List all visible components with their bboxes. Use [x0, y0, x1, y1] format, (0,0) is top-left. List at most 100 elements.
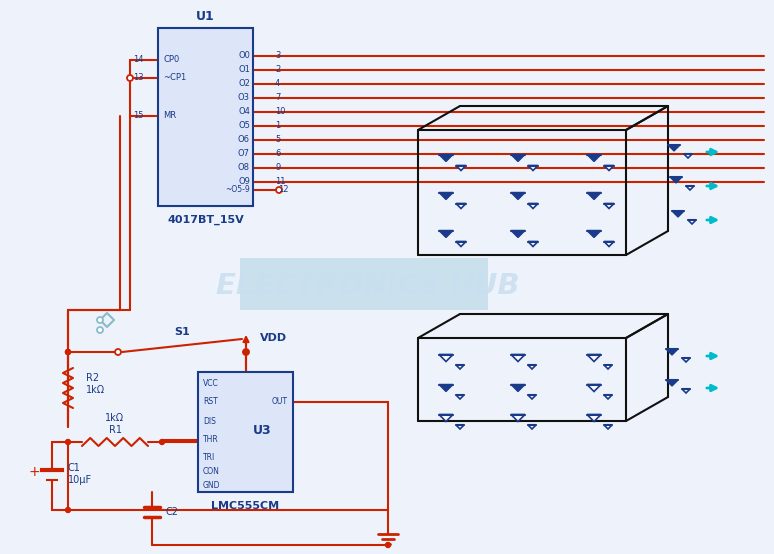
Circle shape [66, 439, 70, 444]
Text: 1kΩ: 1kΩ [86, 385, 105, 395]
Circle shape [276, 187, 282, 193]
Text: TRI: TRI [203, 454, 215, 463]
Text: 2: 2 [275, 65, 280, 74]
Polygon shape [670, 177, 682, 183]
Circle shape [244, 350, 248, 355]
Polygon shape [456, 242, 466, 247]
Text: 5: 5 [275, 136, 280, 145]
Polygon shape [587, 384, 601, 392]
Circle shape [66, 350, 70, 355]
Polygon shape [439, 155, 453, 162]
Polygon shape [456, 203, 466, 208]
Text: 4017BT_15V: 4017BT_15V [167, 215, 244, 225]
Polygon shape [604, 242, 614, 247]
Circle shape [66, 507, 70, 512]
Polygon shape [604, 166, 614, 171]
Polygon shape [511, 414, 525, 422]
Polygon shape [456, 395, 464, 399]
Polygon shape [604, 203, 614, 208]
Bar [198, 372, 293, 492]
Circle shape [97, 327, 103, 333]
Polygon shape [456, 425, 464, 429]
Text: S1: S1 [174, 327, 190, 337]
Polygon shape [456, 365, 464, 369]
Text: RST: RST [203, 398, 217, 407]
Polygon shape [604, 365, 612, 369]
Text: DIS: DIS [203, 418, 216, 427]
Polygon shape [587, 192, 601, 199]
Text: CP0: CP0 [163, 55, 180, 64]
Polygon shape [686, 186, 694, 190]
Text: O7: O7 [238, 150, 250, 158]
Text: O1: O1 [238, 65, 250, 74]
Polygon shape [528, 203, 538, 208]
Text: LMC555CM: LMC555CM [211, 501, 279, 511]
Polygon shape [511, 230, 525, 238]
Polygon shape [528, 395, 536, 399]
Text: 1: 1 [275, 121, 280, 131]
Bar [158, 28, 253, 206]
Polygon shape [666, 349, 678, 355]
Polygon shape [666, 380, 678, 386]
Text: R1: R1 [108, 425, 122, 435]
Text: 11: 11 [275, 177, 286, 187]
Text: O6: O6 [238, 136, 250, 145]
Text: R2: R2 [86, 373, 99, 383]
Text: 12: 12 [278, 186, 288, 194]
Polygon shape [682, 358, 690, 362]
Text: 10μF: 10μF [68, 475, 92, 485]
Text: O0: O0 [238, 52, 250, 60]
Polygon shape [682, 389, 690, 393]
Bar [240, 258, 488, 310]
Polygon shape [511, 355, 525, 362]
Polygon shape [439, 384, 453, 392]
Polygon shape [688, 220, 696, 224]
Text: 9: 9 [275, 163, 280, 172]
Text: O8: O8 [238, 163, 250, 172]
Text: 6: 6 [275, 150, 280, 158]
Text: ~O5-9: ~O5-9 [225, 186, 250, 194]
Polygon shape [528, 166, 538, 171]
Text: 4: 4 [275, 80, 280, 89]
Polygon shape [604, 395, 612, 399]
Circle shape [66, 350, 70, 355]
Circle shape [385, 542, 391, 547]
Circle shape [127, 75, 133, 81]
Text: THR: THR [203, 435, 219, 444]
Polygon shape [511, 155, 525, 162]
Text: GND: GND [203, 481, 221, 490]
Text: O2: O2 [238, 80, 250, 89]
Text: +: + [28, 465, 39, 479]
Polygon shape [528, 425, 536, 429]
Polygon shape [587, 230, 601, 238]
Text: ~CP1: ~CP1 [163, 74, 187, 83]
Text: CON: CON [203, 468, 220, 476]
Text: C2: C2 [166, 507, 179, 517]
Text: O3: O3 [238, 94, 250, 102]
Text: ELECTRONICS HUB: ELECTRONICS HUB [216, 272, 520, 300]
Circle shape [243, 349, 249, 355]
Polygon shape [672, 211, 684, 217]
Circle shape [159, 439, 165, 444]
Text: O5: O5 [238, 121, 250, 131]
Polygon shape [528, 242, 538, 247]
Polygon shape [439, 414, 453, 422]
Circle shape [115, 349, 121, 355]
Text: U3: U3 [253, 423, 272, 437]
Text: 13: 13 [132, 74, 143, 83]
Polygon shape [587, 414, 601, 422]
Text: 1kΩ: 1kΩ [105, 413, 125, 423]
Text: 15: 15 [133, 111, 143, 121]
Text: OUT: OUT [272, 398, 288, 407]
Text: 14: 14 [133, 55, 143, 64]
Polygon shape [439, 355, 453, 362]
Polygon shape [511, 384, 525, 392]
Text: O4: O4 [238, 107, 250, 116]
Polygon shape [439, 192, 453, 199]
Text: MR: MR [163, 111, 176, 121]
Polygon shape [684, 154, 692, 158]
Text: C1: C1 [68, 463, 80, 473]
Polygon shape [439, 230, 453, 238]
Polygon shape [668, 145, 680, 151]
Text: 7: 7 [275, 94, 280, 102]
